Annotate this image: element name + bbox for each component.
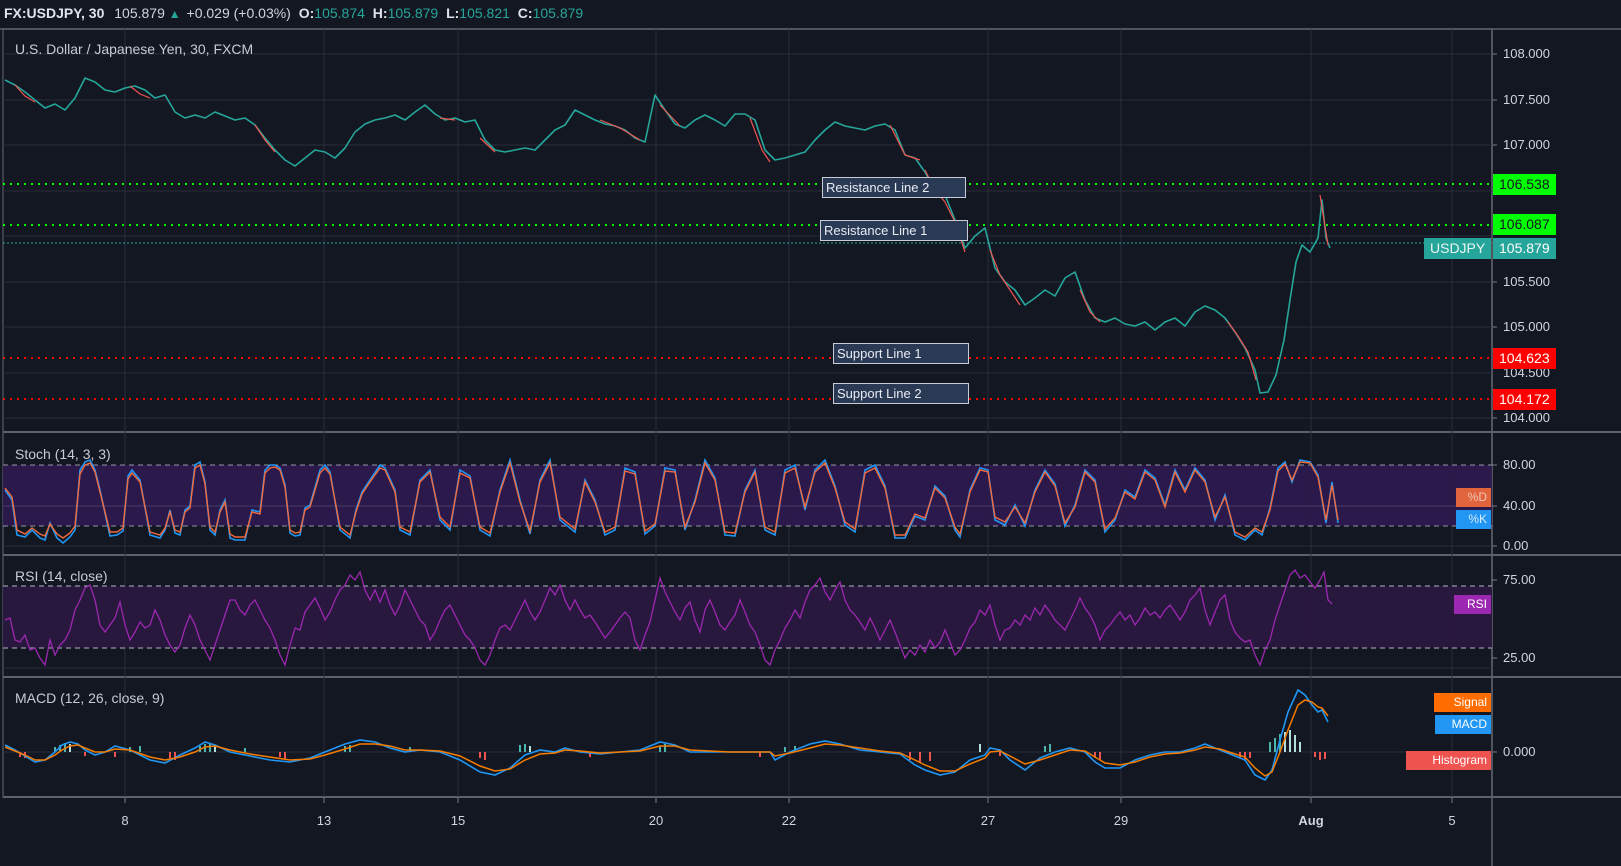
low-value: 105.821 (459, 5, 510, 21)
macd-histogram-legend: Histogram (1406, 751, 1491, 770)
resistance-2-price-tag: 106.538 (1493, 174, 1556, 195)
price-change: +0.029 (+0.03%) (186, 5, 291, 21)
symbol-label[interactable]: FX:USDJPY, 30 (4, 5, 105, 21)
support-1-price-tag: 104.623 (1493, 348, 1556, 369)
stoch-d-legend: %D (1456, 488, 1491, 507)
support-line-1-label[interactable]: Support Line 1 (833, 343, 969, 364)
price-axis-label: 105.500 (1503, 274, 1550, 289)
macd-axis-label: 0.000 (1503, 744, 1536, 759)
open-label: O: (298, 5, 315, 21)
support-line-2-label[interactable]: Support Line 2 (833, 383, 969, 404)
stoch-axis-label: 40.00 (1503, 498, 1536, 513)
resistance-line-2-label[interactable]: Resistance Line 2 (822, 177, 966, 198)
price-axis-label: 107.000 (1503, 137, 1550, 152)
time-axis-label: 29 (1113, 813, 1129, 828)
stoch-axis-label: 80.00 (1503, 457, 1536, 472)
high-label: H: (372, 5, 388, 21)
last-price: 105.879 (114, 5, 165, 21)
price-axis-label: 104.000 (1503, 410, 1550, 425)
stoch-axis-label: 0.00 (1503, 538, 1529, 553)
current-symbol-tag: USDJPY (1424, 238, 1491, 259)
time-axis-label: 27 (980, 813, 996, 828)
time-axis-label: 13 (316, 813, 332, 828)
symbol-header: FX:USDJPY, 30 105.879 ▲ +0.029 (+0.03%) … (0, 0, 1621, 29)
support-2-price-tag: 104.172 (1493, 389, 1556, 410)
time-axis-label: Aug (1298, 813, 1324, 828)
high-value: 105.879 (387, 5, 439, 21)
rsi-axis-label: 75.00 (1503, 572, 1536, 587)
time-axis-label: 5 (1448, 813, 1456, 828)
rsi-axis-label: 25.00 (1503, 650, 1536, 665)
time-axis-label: 8 (121, 813, 129, 828)
price-axis-label: 108.000 (1503, 46, 1550, 61)
price-axis-label: 107.500 (1503, 92, 1550, 107)
resistance-line-1-label[interactable]: Resistance Line 1 (820, 220, 968, 241)
price-axis-label: 105.000 (1503, 319, 1550, 334)
open-value: 105.874 (314, 5, 365, 21)
time-axis-label: 22 (781, 813, 797, 828)
time-axis-label: 20 (648, 813, 664, 828)
resistance-1-price-tag: 106.087 (1493, 214, 1556, 235)
main-pane-title: U.S. Dollar / Japanese Yen, 30, FXCM (15, 41, 254, 57)
current-price-tag: 105.879 (1493, 238, 1556, 259)
low-label: L: (446, 5, 460, 21)
rsi-legend: RSI (1454, 595, 1491, 614)
stoch-k-legend: %K (1456, 510, 1491, 529)
close-value: 105.879 (532, 5, 584, 21)
stoch-pane-title[interactable]: Stoch (14, 3, 3) (15, 446, 111, 462)
macd-pane-title[interactable]: MACD (12, 26, close, 9) (15, 690, 165, 706)
macd-signal-legend: Signal (1434, 693, 1491, 712)
close-label: C: (517, 5, 533, 21)
time-axis-label: 15 (450, 813, 466, 828)
macd-line-legend: MACD (1435, 715, 1491, 734)
triangle-up-icon: ▲ (168, 7, 181, 21)
rsi-pane-title[interactable]: RSI (14, close) (15, 568, 108, 584)
